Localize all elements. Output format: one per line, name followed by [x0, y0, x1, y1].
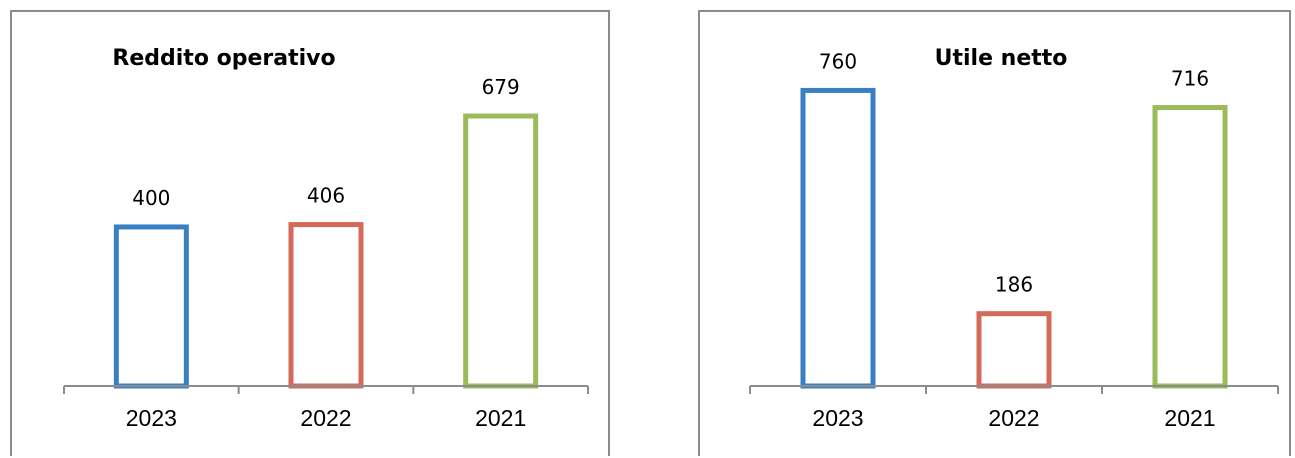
bar-chart-utile-netto: Utile netto 760 186 716 2023 2022 2021 [749, 46, 1279, 431]
data-label-2021: 679 [482, 75, 520, 99]
chart-title: Reddito operativo [112, 46, 335, 71]
chart-title: Utile netto [935, 46, 1068, 71]
x-tick-label-2023: 2023 [812, 405, 863, 431]
data-label-2022: 186 [995, 273, 1033, 297]
x-tick-label-2022: 2022 [988, 405, 1039, 431]
x-tick-label-2022: 2022 [300, 405, 351, 431]
x-tick-label-2021: 2021 [1164, 405, 1215, 431]
data-label-2022: 406 [307, 184, 345, 208]
data-label-2023: 400 [132, 186, 170, 210]
data-label-2021: 716 [1171, 67, 1209, 91]
bar-2022 [976, 311, 1052, 389]
chart-panel-utile-netto: Utile netto 760 186 716 2023 2022 2021 [698, 10, 1291, 456]
chart-panel-reddito-operativo: Reddito operativo 400 406 679 2023 2022 2021 [10, 10, 610, 456]
bar-chart-reddito-operativo: Reddito operativo 400 406 679 2023 2022 2021 [63, 46, 589, 431]
bar-2021 [1152, 105, 1228, 389]
data-label-2023: 760 [819, 49, 857, 73]
bar-2022 [288, 222, 364, 389]
x-tick-label-2023: 2023 [126, 405, 177, 431]
bar-2023 [113, 224, 189, 389]
bar-2023 [800, 87, 876, 389]
x-tick-label-2021: 2021 [475, 405, 526, 431]
bar-2021 [463, 113, 539, 389]
